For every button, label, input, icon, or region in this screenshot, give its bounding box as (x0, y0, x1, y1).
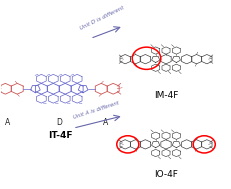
Text: Unit A is different: Unit A is different (73, 101, 119, 120)
Text: IO-4F: IO-4F (154, 170, 178, 179)
Text: A: A (103, 118, 108, 127)
Text: D: D (56, 118, 62, 127)
Text: Unit D is different: Unit D is different (79, 5, 125, 30)
Text: IT-4F: IT-4F (48, 131, 73, 140)
Text: IM-4F: IM-4F (154, 91, 178, 100)
Text: A: A (5, 118, 10, 127)
